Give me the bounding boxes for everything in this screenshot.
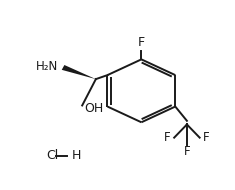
Text: OH: OH bbox=[84, 102, 103, 115]
Text: F: F bbox=[164, 131, 171, 144]
Text: F: F bbox=[138, 36, 145, 49]
Text: Cl: Cl bbox=[46, 149, 58, 162]
Polygon shape bbox=[62, 65, 96, 79]
Text: F: F bbox=[184, 145, 190, 158]
Text: H₂N: H₂N bbox=[36, 60, 59, 73]
Text: F: F bbox=[203, 131, 210, 144]
Text: H: H bbox=[71, 149, 81, 162]
